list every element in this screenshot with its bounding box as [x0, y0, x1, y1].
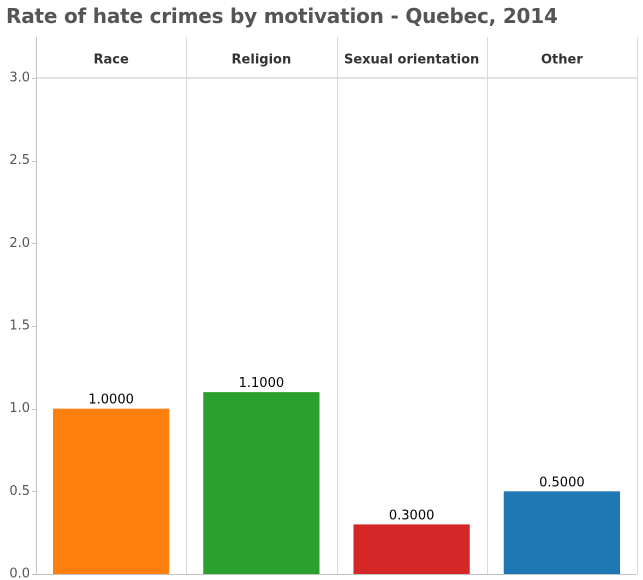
category-header: Religion [232, 53, 292, 68]
bar-value-label: 0.5000 [539, 475, 585, 490]
bar [503, 491, 620, 574]
bar-value-label: 1.1000 [239, 376, 285, 391]
bar-value-label: 1.0000 [88, 393, 134, 408]
data-labels: 1.0000 1.1000 0.3000 0.5000 [88, 376, 584, 523]
y-tick-label: 2.0 [9, 236, 30, 251]
y-tick-label: 0.5 [9, 484, 30, 499]
y-tick-label: 3.0 [9, 71, 30, 86]
y-tick-label: 1.0 [9, 401, 30, 416]
category-header: Race [93, 53, 128, 68]
bar [353, 524, 470, 574]
chart-title: Rate of hate crimes by motivation - Queb… [6, 4, 558, 28]
bars [53, 392, 620, 574]
category-headers: Race Religion Sexual orientation Other [93, 53, 583, 68]
y-tick-label: 2.5 [9, 153, 30, 168]
category-header: Sexual orientation [344, 53, 479, 68]
chart-frame [36, 37, 638, 575]
bar-value-label: 0.3000 [389, 508, 435, 523]
y-axis-ticks: 0.0 0.5 1.0 1.5 2.0 2.5 3.0 [9, 71, 36, 580]
bar [53, 408, 170, 574]
bar [203, 392, 320, 574]
y-tick-label: 1.5 [9, 319, 30, 334]
category-header: Other [541, 53, 583, 68]
y-tick-label: 0.0 [9, 567, 30, 580]
